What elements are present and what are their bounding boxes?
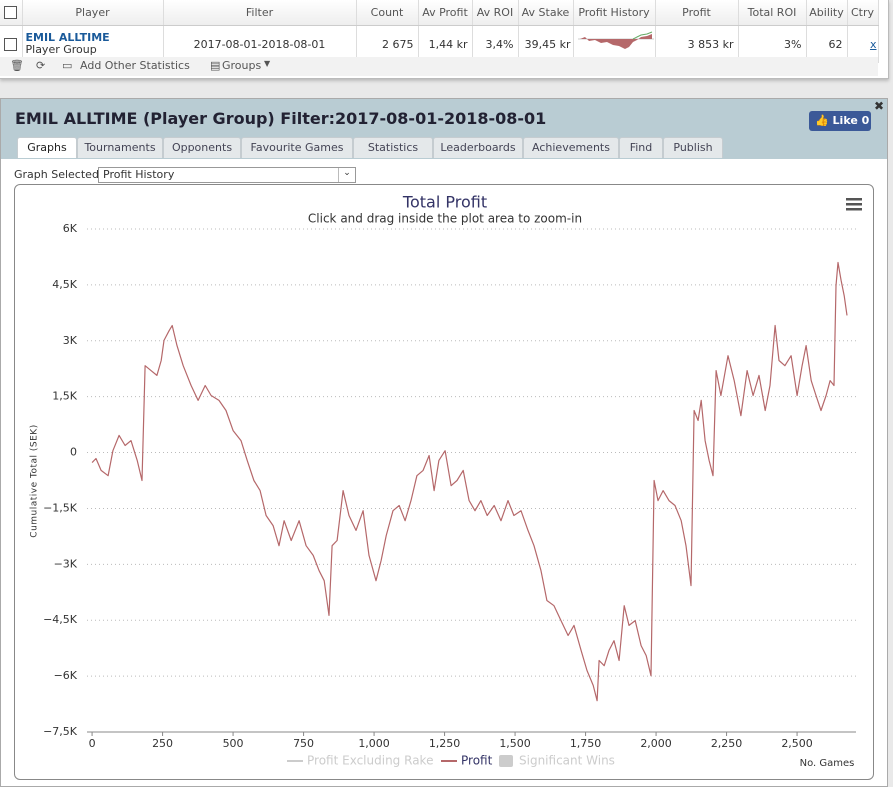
graph-select[interactable]: Profit History ⌄ bbox=[98, 167, 356, 183]
av-roi-cell: 3,4% bbox=[472, 25, 519, 63]
column-header[interactable]: Count bbox=[356, 0, 419, 26]
chart: Total Profit Click and drag inside the p… bbox=[30, 193, 862, 769]
y-tick-label: −1,5K bbox=[43, 501, 78, 514]
tab[interactable]: Favourite Games bbox=[241, 137, 353, 158]
x-tick-label: 0 bbox=[89, 737, 96, 750]
y-tick-label: 0 bbox=[70, 446, 77, 459]
x-tick-label: 750 bbox=[293, 737, 314, 750]
tab[interactable]: Statistics bbox=[353, 137, 433, 158]
stats-table: Player Filter Count Av Profit Av ROI Av Stake… bbox=[0, 0, 879, 63]
x-tick-label: 2,500 bbox=[781, 737, 813, 750]
y-tick-label: 4,5K bbox=[52, 278, 77, 291]
graph-selected: Profit History bbox=[103, 168, 175, 181]
groups-icon[interactable]: ▤ bbox=[210, 59, 221, 72]
x-tick-label: 500 bbox=[223, 737, 244, 750]
x-tick-label: 250 bbox=[152, 737, 173, 750]
column-header[interactable]: Ctry bbox=[847, 0, 879, 26]
legend-entry[interactable]: Significant Wins bbox=[519, 754, 615, 768]
like-count: 0 bbox=[861, 114, 870, 127]
filter-cell: 2017-08-01-2018-08-01 bbox=[163, 25, 357, 63]
y-tick-label: −3K bbox=[54, 557, 78, 570]
tab[interactable]: Achievements bbox=[523, 137, 619, 158]
delete-icon[interactable]: 🗑 bbox=[10, 59, 24, 72]
x-tick-label: 1,000 bbox=[358, 737, 390, 750]
player-name[interactable]: EMIL ALLTIME bbox=[25, 31, 110, 44]
y-tick-label: −4,5K bbox=[43, 613, 78, 626]
tab[interactable]: Publish bbox=[663, 137, 723, 158]
column-header[interactable]: Av Profit bbox=[418, 0, 473, 26]
panel-header: EMIL ALLTIME (Player Group) Filter:2017-… bbox=[1, 99, 887, 159]
groups-button[interactable]: Groups bbox=[222, 59, 262, 72]
row-select[interactable] bbox=[0, 25, 23, 63]
like-label: Like bbox=[832, 114, 858, 127]
column-header[interactable]: Profit bbox=[655, 0, 739, 26]
toolbar: 🗑 ⟳ ▭ Add Other Statistics ▤ Groups ▼ bbox=[0, 57, 878, 76]
x-tick-label: 1,500 bbox=[499, 737, 531, 750]
add-stats[interactable]: Add Other Statistics bbox=[80, 59, 190, 72]
tab[interactable]: Tournaments bbox=[77, 137, 163, 158]
profit-line bbox=[91, 261, 848, 702]
total-roi-cell: 3% bbox=[738, 25, 807, 63]
y-axis-label: Cumulative Total (SEK) bbox=[30, 424, 40, 537]
chart-subtitle: Click and drag inside the plot area to z… bbox=[308, 212, 582, 226]
menu-button[interactable] bbox=[846, 198, 862, 211]
tab[interactable]: Graphs bbox=[17, 137, 77, 158]
ability-cell: 62 bbox=[806, 25, 848, 63]
x-tick-label: 1,250 bbox=[429, 737, 461, 750]
add-icon[interactable]: ▭ bbox=[62, 59, 73, 72]
legend-swatch bbox=[499, 755, 513, 767]
player-type: Player Group bbox=[25, 43, 97, 56]
panel-title: EMIL ALLTIME (Player Group) Filter:2017-… bbox=[15, 109, 547, 128]
column-header[interactable]: Total ROI bbox=[738, 0, 807, 26]
x-tick-label: 1,750 bbox=[570, 737, 602, 750]
y-tick-label: −7,5K bbox=[43, 725, 78, 738]
tab[interactable]: Find bbox=[619, 137, 663, 158]
column-header[interactable]: Player bbox=[22, 0, 164, 26]
legend-entry[interactable]: Profit Excluding Rake bbox=[307, 754, 433, 768]
chart-title: Total Profit bbox=[402, 193, 487, 212]
stats-table-area: Player Filter Count Av Profit Av ROI Av Stake… bbox=[0, 0, 889, 79]
sparkline-cell bbox=[573, 25, 656, 63]
select-all[interactable] bbox=[0, 0, 23, 26]
tab[interactable]: Leaderboards bbox=[433, 137, 523, 158]
y-tick-label: 3K bbox=[63, 334, 78, 347]
tab[interactable]: Opponents bbox=[163, 137, 241, 158]
y-tick-label: 6K bbox=[63, 222, 78, 235]
groups-caret[interactable]: ▼ bbox=[264, 59, 271, 68]
y-tick-label: −6K bbox=[54, 669, 78, 682]
x-tick-label: 2,000 bbox=[640, 737, 672, 750]
chart-container: Total Profit Click and drag inside the p… bbox=[14, 184, 874, 780]
column-header[interactable]: Ability bbox=[806, 0, 848, 26]
refresh-icon[interactable]: ⟳ bbox=[36, 59, 46, 72]
graph-label: Graph Selected: bbox=[14, 168, 103, 181]
x-tick-label: 2,250 bbox=[711, 737, 743, 750]
like-button[interactable]: 👍 Like 0 bbox=[809, 111, 871, 131]
sparkline bbox=[577, 31, 654, 49]
column-header[interactable]: Av Stake bbox=[518, 0, 574, 26]
column-header[interactable]: Av ROI bbox=[472, 0, 519, 26]
legend-entry[interactable]: Profit bbox=[461, 754, 493, 768]
y-tick-label: 1,5K bbox=[52, 390, 77, 403]
column-header[interactable]: Filter bbox=[163, 0, 357, 26]
column-header[interactable]: Profit History bbox=[573, 0, 656, 26]
close-button[interactable]: ✖ bbox=[874, 99, 885, 113]
x-axis-label: No. Games bbox=[800, 758, 855, 769]
